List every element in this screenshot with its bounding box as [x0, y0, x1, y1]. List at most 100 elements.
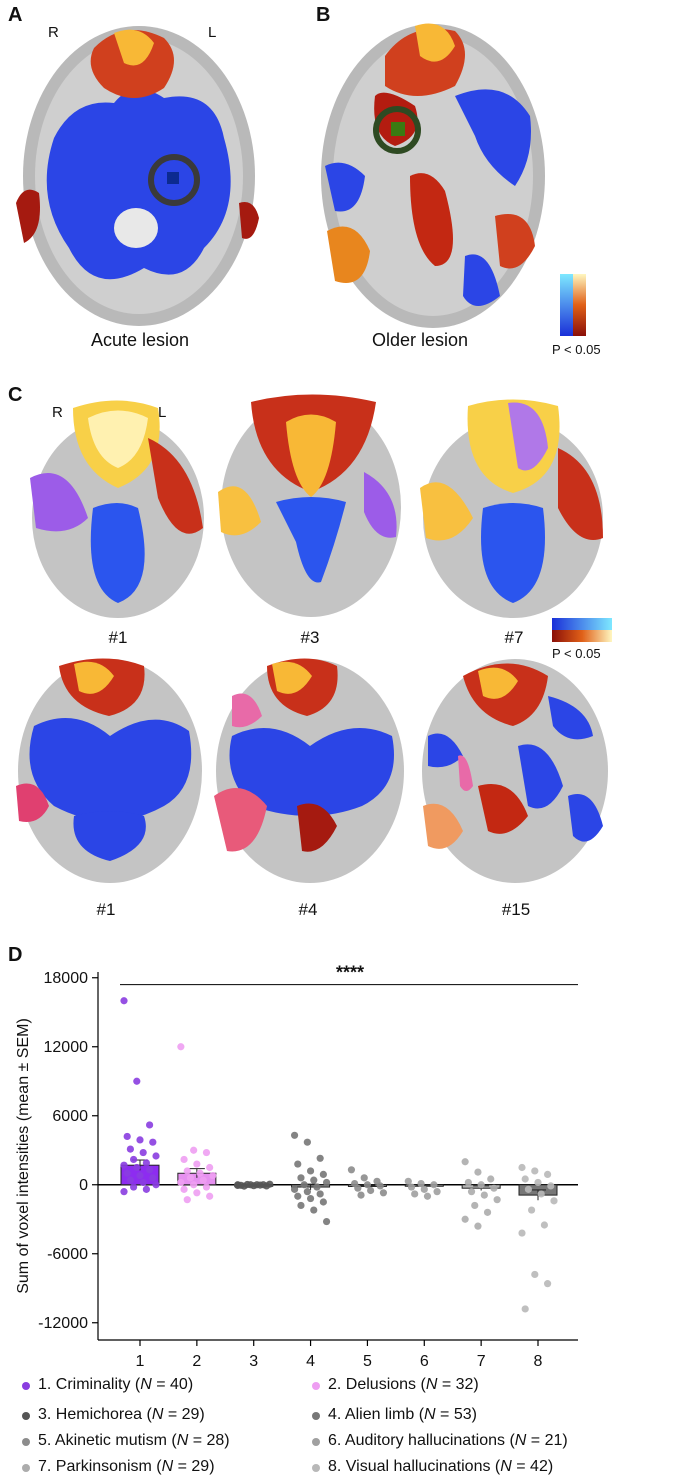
- panel-c-slice-3-top: [218, 394, 401, 617]
- data-point-4: [310, 1206, 318, 1214]
- y-tick-label: -12000: [38, 1315, 88, 1332]
- data-point-1: [130, 1183, 138, 1191]
- data-point-4: [306, 1194, 315, 1203]
- x-tick-label: 2: [192, 1353, 201, 1370]
- legend-item-auditory-hallucinations: 6. Auditory hallucinations (N = 21): [312, 1432, 568, 1450]
- x-tick-label: 5: [363, 1353, 372, 1370]
- data-point-1: [126, 1145, 134, 1153]
- legend-dot-icon: [22, 1382, 30, 1390]
- panel-b-colorbar: [560, 274, 586, 336]
- data-point-4: [316, 1154, 324, 1162]
- data-point-7: [467, 1188, 476, 1196]
- data-point-7: [490, 1184, 498, 1192]
- data-point-4: [322, 1217, 331, 1226]
- legend-item-criminality: 1. Criminality (N = 40): [22, 1376, 193, 1394]
- legend-dot-icon: [22, 1412, 30, 1420]
- data-point-4: [294, 1192, 302, 1200]
- data-point-4: [294, 1160, 302, 1168]
- data-point-2: [202, 1148, 211, 1157]
- significance-label: ****: [336, 963, 364, 983]
- data-point-8: [518, 1163, 526, 1172]
- data-point-1: [142, 1159, 150, 1167]
- slice-label: #3: [300, 628, 320, 647]
- data-point-5: [357, 1191, 365, 1199]
- data-point-2: [202, 1183, 211, 1191]
- data-point-2: [183, 1167, 191, 1175]
- data-point-8: [544, 1280, 552, 1288]
- data-point-1: [146, 1166, 154, 1174]
- data-point-7: [474, 1222, 482, 1230]
- data-point-1: [152, 1181, 160, 1189]
- data-point-2: [196, 1169, 204, 1177]
- data-point-1: [120, 997, 128, 1005]
- legend-dot-icon: [312, 1382, 320, 1390]
- slice-label: #15: [501, 900, 531, 919]
- x-tick-label: 7: [477, 1353, 486, 1370]
- data-point-2: [193, 1189, 201, 1197]
- data-point-7: [493, 1196, 501, 1204]
- panel-a-caption: Acute lesion: [90, 330, 190, 350]
- data-point-3: [266, 1180, 274, 1188]
- data-point-1: [133, 1077, 141, 1085]
- data-point-2: [183, 1196, 191, 1204]
- data-point-4: [316, 1190, 324, 1198]
- data-point-4: [300, 1181, 308, 1189]
- legend-dot-icon: [312, 1412, 320, 1420]
- legend-item-alien-limb: 4. Alien limb (N = 53): [312, 1406, 477, 1424]
- y-tick-label: 6000: [52, 1108, 88, 1125]
- data-point-7: [477, 1181, 485, 1189]
- data-point-8: [537, 1190, 545, 1198]
- data-point-5: [347, 1166, 356, 1174]
- data-point-2: [206, 1192, 214, 1200]
- data-point-5: [367, 1186, 375, 1195]
- panel-c-right-label: R: [52, 404, 63, 421]
- data-point-2: [177, 1043, 185, 1051]
- panel-a-letter: A: [8, 4, 23, 26]
- panel-c-p-note: P < 0.05: [552, 646, 601, 661]
- data-point-3: [234, 1181, 242, 1190]
- data-point-1: [149, 1174, 157, 1182]
- panel-c-letter: C: [8, 384, 23, 406]
- data-point-4: [310, 1176, 318, 1184]
- data-point-2: [186, 1174, 195, 1182]
- data-point-4: [319, 1198, 327, 1206]
- x-tick-label: 8: [534, 1353, 543, 1370]
- legend-dot-icon: [22, 1438, 30, 1446]
- data-point-4: [303, 1138, 311, 1146]
- data-point-4: [297, 1174, 305, 1182]
- y-tick-label: 0: [79, 1177, 88, 1194]
- data-point-8: [550, 1197, 558, 1205]
- data-point-1: [149, 1138, 157, 1146]
- legend-item-delusions: 2. Delusions (N = 32): [312, 1376, 479, 1394]
- data-point-6: [417, 1180, 425, 1188]
- legend-item-hemichorea: 3. Hemichorea (N = 29): [22, 1406, 205, 1424]
- data-point-7: [483, 1208, 492, 1216]
- y-tick-label: 18000: [44, 970, 89, 987]
- panel-a-right-label: R: [48, 24, 59, 41]
- x-tick-label: 3: [249, 1353, 258, 1370]
- legend-dot-icon: [312, 1464, 320, 1472]
- data-point-6: [423, 1192, 432, 1200]
- data-point-6: [433, 1188, 441, 1196]
- data-point-5: [376, 1182, 384, 1190]
- data-point-6: [404, 1177, 412, 1185]
- data-point-7: [487, 1175, 495, 1183]
- data-point-7: [480, 1191, 488, 1199]
- data-point-5: [379, 1189, 388, 1197]
- slice-label: #4: [298, 900, 318, 919]
- legend-item-visual-hallucinations: 8. Visual hallucinations (N = 42): [312, 1458, 553, 1476]
- panel-c-slice-1-bottom: [16, 658, 202, 883]
- data-point-1: [136, 1171, 144, 1180]
- panel-a-brain-image: [16, 26, 259, 326]
- panel-b-letter: B: [316, 4, 331, 26]
- data-point-4: [290, 1185, 299, 1193]
- data-point-1: [146, 1121, 154, 1129]
- x-tick-label: 1: [136, 1353, 145, 1370]
- data-point-8: [521, 1175, 529, 1183]
- data-point-6: [430, 1181, 438, 1189]
- panel-b-p-note: P < 0.05: [552, 342, 601, 357]
- data-point-2: [190, 1146, 198, 1154]
- data-point-8: [544, 1170, 552, 1178]
- data-point-3: [256, 1181, 264, 1189]
- panel-c-slice-1-top: [30, 400, 204, 618]
